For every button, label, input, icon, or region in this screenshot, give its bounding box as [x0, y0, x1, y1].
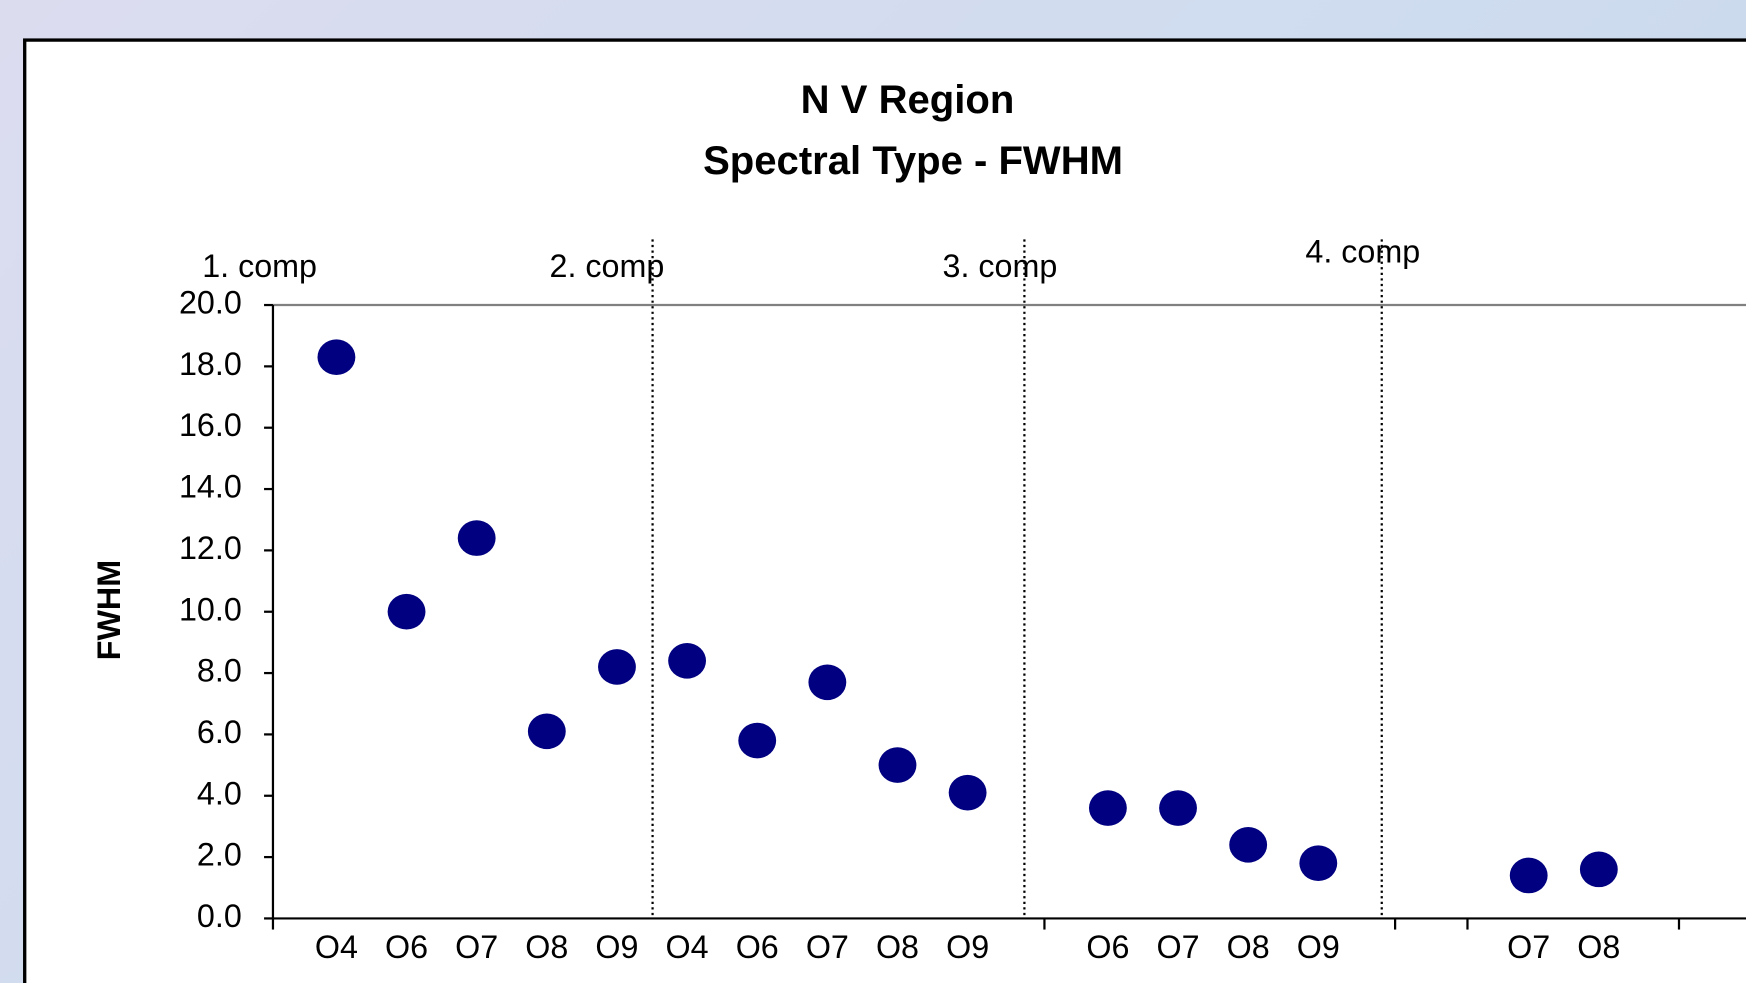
x-tick-label: O8 — [1577, 929, 1620, 965]
point — [387, 593, 426, 630]
point — [1509, 857, 1548, 894]
y-tick-label: 20.0 — [179, 285, 242, 321]
x-tick-label: O7 — [455, 929, 498, 965]
x-tick-label: O6 — [1086, 929, 1129, 965]
y-tick-label: 4.0 — [197, 775, 242, 811]
y-tick-label: 0.0 — [197, 898, 242, 934]
point — [317, 339, 356, 375]
x-tick-label: O9 — [595, 929, 638, 965]
y-tick-label: 2.0 — [197, 837, 242, 873]
x-tick-label: O9 — [1297, 929, 1340, 965]
point — [738, 722, 777, 759]
x-tick-label: O8 — [1227, 929, 1270, 965]
point — [1579, 851, 1618, 888]
y-tick-label: 8.0 — [197, 653, 242, 689]
point — [948, 774, 987, 811]
chart-title: N V Region — [801, 78, 1015, 122]
point — [527, 713, 566, 750]
x-tick-label: O4 — [315, 929, 358, 965]
y-tick-label: 14.0 — [179, 469, 242, 505]
x-tick-label: O8 — [876, 929, 919, 965]
y-tick-label: 12.0 — [179, 530, 242, 566]
point — [1299, 845, 1338, 882]
point — [1088, 790, 1127, 826]
annotation: 3. comp — [943, 248, 1058, 284]
x-tick-label: O6 — [736, 929, 779, 965]
x-tick-label: O4 — [666, 929, 709, 965]
chart-panel — [23, 38, 1746, 983]
annotation: 1. comp — [202, 248, 317, 284]
point — [808, 664, 847, 701]
point — [668, 642, 707, 679]
point — [1159, 790, 1197, 826]
chart-subtitle: Spectral Type - FWHM — [703, 139, 1123, 183]
y-tick-label: 16.0 — [179, 407, 242, 443]
x-tick-label: O7 — [1157, 929, 1200, 965]
x-tick-label: O6 — [385, 929, 428, 965]
y-tick-label: 6.0 — [197, 714, 242, 750]
annotation: 2. comp — [550, 248, 665, 284]
point — [598, 649, 636, 685]
y-tick-label: 18.0 — [179, 346, 242, 382]
point — [878, 747, 917, 783]
y-axis-label: FWHM — [91, 560, 127, 660]
x-tick-label: O7 — [1507, 929, 1550, 965]
point — [1229, 827, 1268, 863]
point — [457, 520, 496, 556]
x-tick-label: O8 — [525, 929, 568, 965]
y-tick-label: 10.0 — [179, 591, 242, 627]
x-tick-label: O9 — [946, 929, 989, 965]
x-tick-label: O7 — [806, 929, 849, 965]
annotation: 4. comp — [1305, 233, 1420, 269]
